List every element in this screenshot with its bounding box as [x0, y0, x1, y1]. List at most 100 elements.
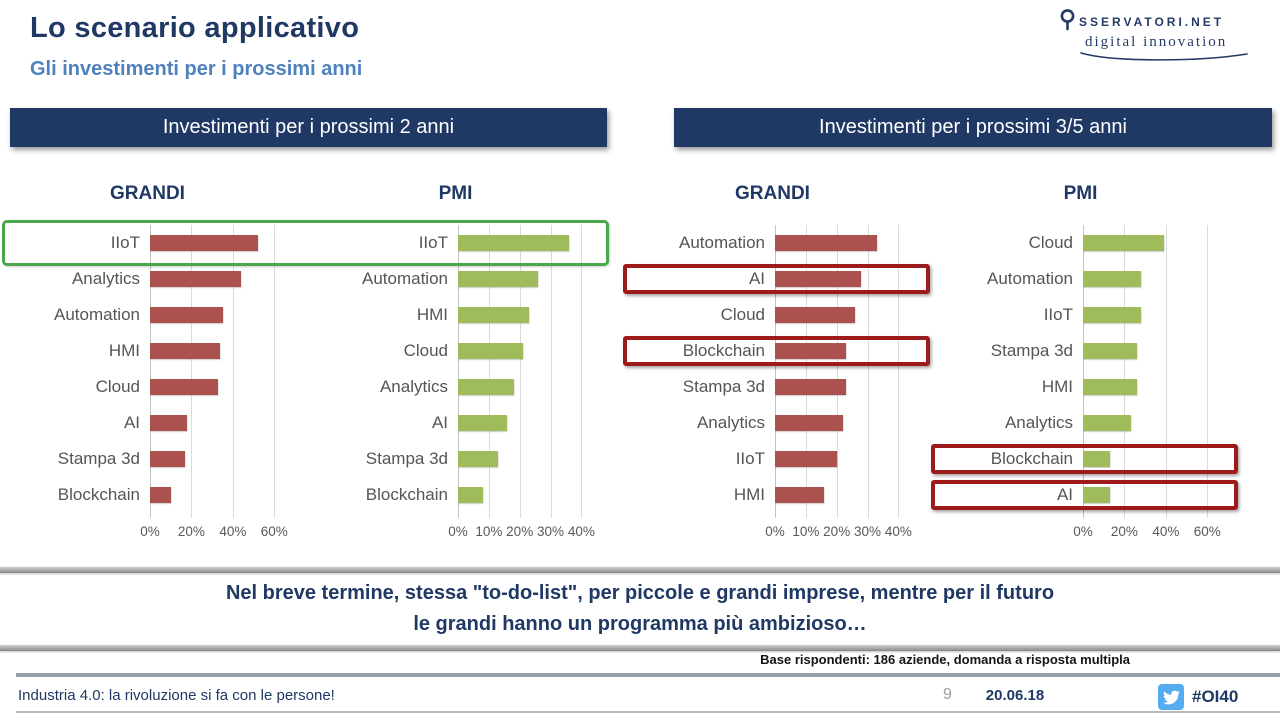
axis-tick-label: 10% — [792, 524, 820, 539]
chart-grandi-2-anni: GRANDI 0% 20% 40% 60% IIoT Analytics Automatio… — [0, 183, 295, 550]
gridline — [232, 225, 234, 518]
logo-swoosh — [1080, 52, 1248, 61]
axis-tick-label: 40% — [567, 524, 595, 539]
bar-blockchain — [775, 343, 846, 359]
category-label-ai: AI — [748, 269, 765, 288]
gridline — [1165, 225, 1167, 518]
bar-cloud — [1083, 235, 1164, 251]
category-label-blockchain: Blockchain — [990, 449, 1073, 468]
category-label-hmi: HMI — [1041, 377, 1073, 396]
section-header-3-5-anni: Investimenti per i prossimi 3/5 anni — [674, 108, 1272, 147]
chart-row-hmi: HMI — [941, 369, 1228, 405]
chart-title: GRANDI — [735, 183, 810, 204]
gridline — [1083, 225, 1084, 518]
chart-row-automation: Automation — [8, 297, 295, 333]
chart-rows: Cloud Automation IIoT Stampa 3d HMI Analytics… — [933, 225, 1228, 513]
category-label-automation: Automation — [362, 269, 448, 288]
bar-analytics — [150, 271, 242, 287]
gridline — [867, 225, 869, 518]
category-label-cloud: Cloud — [403, 341, 448, 360]
category-label-ai: AI — [431, 413, 448, 432]
key-message: Nel breve termine, stessa "to-do-list", … — [0, 578, 1280, 640]
axis-tick-label: 20% — [1110, 524, 1138, 539]
bar-hmi — [1083, 379, 1137, 395]
bar-automation — [1083, 271, 1141, 287]
chart-pmi-2-anni: PMI 0% 10% 20% 30% 40% IIoT Automation HMI Cloud… — [308, 183, 603, 550]
bar-track — [775, 379, 920, 395]
chart-row-stampa-3d: Stampa 3d — [316, 441, 603, 477]
chart-row-ai: AI — [941, 477, 1228, 513]
gridline — [836, 225, 838, 518]
divider-band-top — [0, 567, 1280, 573]
chart-row-iiot: IIoT — [316, 225, 603, 261]
page-title: Lo scenario applicativo — [30, 12, 360, 44]
axis-tick-label: 40% — [219, 524, 247, 539]
bar-cloud — [458, 343, 523, 359]
bar-iiot — [1083, 307, 1141, 323]
bar-stampa-3d — [150, 451, 186, 467]
category-label-cloud: Cloud — [720, 305, 765, 324]
chart-title: GRANDI — [110, 183, 185, 204]
bar-cloud — [150, 379, 219, 395]
chart-plot-area: 0% 20% 40% 60% IIoT Analytics Automation HMI Clo… — [0, 225, 295, 550]
category-label-ai: AI — [1056, 485, 1073, 504]
category-label-automation: Automation — [679, 233, 765, 252]
bar-track — [458, 271, 603, 287]
category-label-automation: Automation — [54, 305, 140, 324]
bar-analytics — [775, 415, 843, 431]
chart-row-hmi: HMI — [633, 477, 920, 513]
bar-ai — [1083, 487, 1110, 503]
axis-tick-label: 20% — [177, 524, 205, 539]
category-label-automation: Automation — [987, 269, 1073, 288]
section-header-2-anni: Investimenti per i prossimi 2 anni — [10, 108, 607, 147]
chart-row-iiot: IIoT — [8, 225, 295, 261]
bar-cloud — [775, 307, 856, 323]
axis-tick-label: 0% — [448, 524, 468, 539]
axis-tick-label: 60% — [260, 524, 288, 539]
axis-tick-label: 0% — [1073, 524, 1093, 539]
axis-tick-label: 40% — [1152, 524, 1180, 539]
axis-tick-label: 0% — [140, 524, 160, 539]
magnifier-o-icon — [1059, 8, 1076, 36]
bar-automation — [458, 271, 539, 287]
bar-track — [458, 307, 603, 323]
bar-automation — [775, 235, 877, 251]
bar-blockchain — [1083, 451, 1110, 467]
bar-iiot — [775, 451, 837, 467]
gridline — [191, 225, 193, 518]
chart-row-cloud: Cloud — [633, 297, 920, 333]
axis-tick-label: 20% — [506, 524, 534, 539]
axis-tick-label: 20% — [823, 524, 851, 539]
category-label-blockchain: Blockchain — [682, 341, 765, 360]
bar-blockchain — [458, 487, 483, 503]
gridline — [1124, 225, 1126, 518]
gridline — [775, 225, 776, 518]
category-label-stampa-3d: Stampa 3d — [365, 449, 448, 468]
category-label-hmi: HMI — [416, 305, 448, 324]
bar-track — [775, 307, 920, 323]
axis-tick-label: 10% — [475, 524, 503, 539]
footer-rule-bottom — [16, 711, 1280, 713]
chart-row-ai: AI — [316, 405, 603, 441]
bar-track — [150, 343, 295, 359]
chart-row-stampa-3d: Stampa 3d — [633, 369, 920, 405]
chart-title: PMI — [1063, 183, 1098, 204]
category-label-analytics: Analytics — [379, 377, 448, 396]
chart-rows: Automation AI Cloud Blockchain Stampa 3d Anal… — [625, 225, 920, 513]
category-label-blockchain: Blockchain — [365, 485, 448, 504]
chart-row-cloud: Cloud — [316, 333, 603, 369]
footer-deck-title: Industria 4.0: la rivoluzione si fa con … — [18, 687, 335, 704]
gridline — [458, 225, 459, 518]
bar-track — [1083, 379, 1228, 395]
bar-track — [458, 343, 603, 359]
chart-plot-area: 0% 10% 20% 30% 40% IIoT Automation HMI Cloud Anal… — [308, 225, 603, 550]
sample-footnote: Base rispondenti: 186 aziende, domanda a… — [760, 652, 1130, 667]
bar-blockchain — [150, 487, 171, 503]
chart-rows: IIoT Automation HMI Cloud Analytics AI Stampa … — [308, 225, 603, 513]
bar-ai — [458, 415, 508, 431]
chart-row-stampa-3d: Stampa 3d — [941, 333, 1228, 369]
chart-row-ai: AI — [633, 261, 920, 297]
gridline — [550, 225, 552, 518]
chart-row-hmi: HMI — [8, 333, 295, 369]
